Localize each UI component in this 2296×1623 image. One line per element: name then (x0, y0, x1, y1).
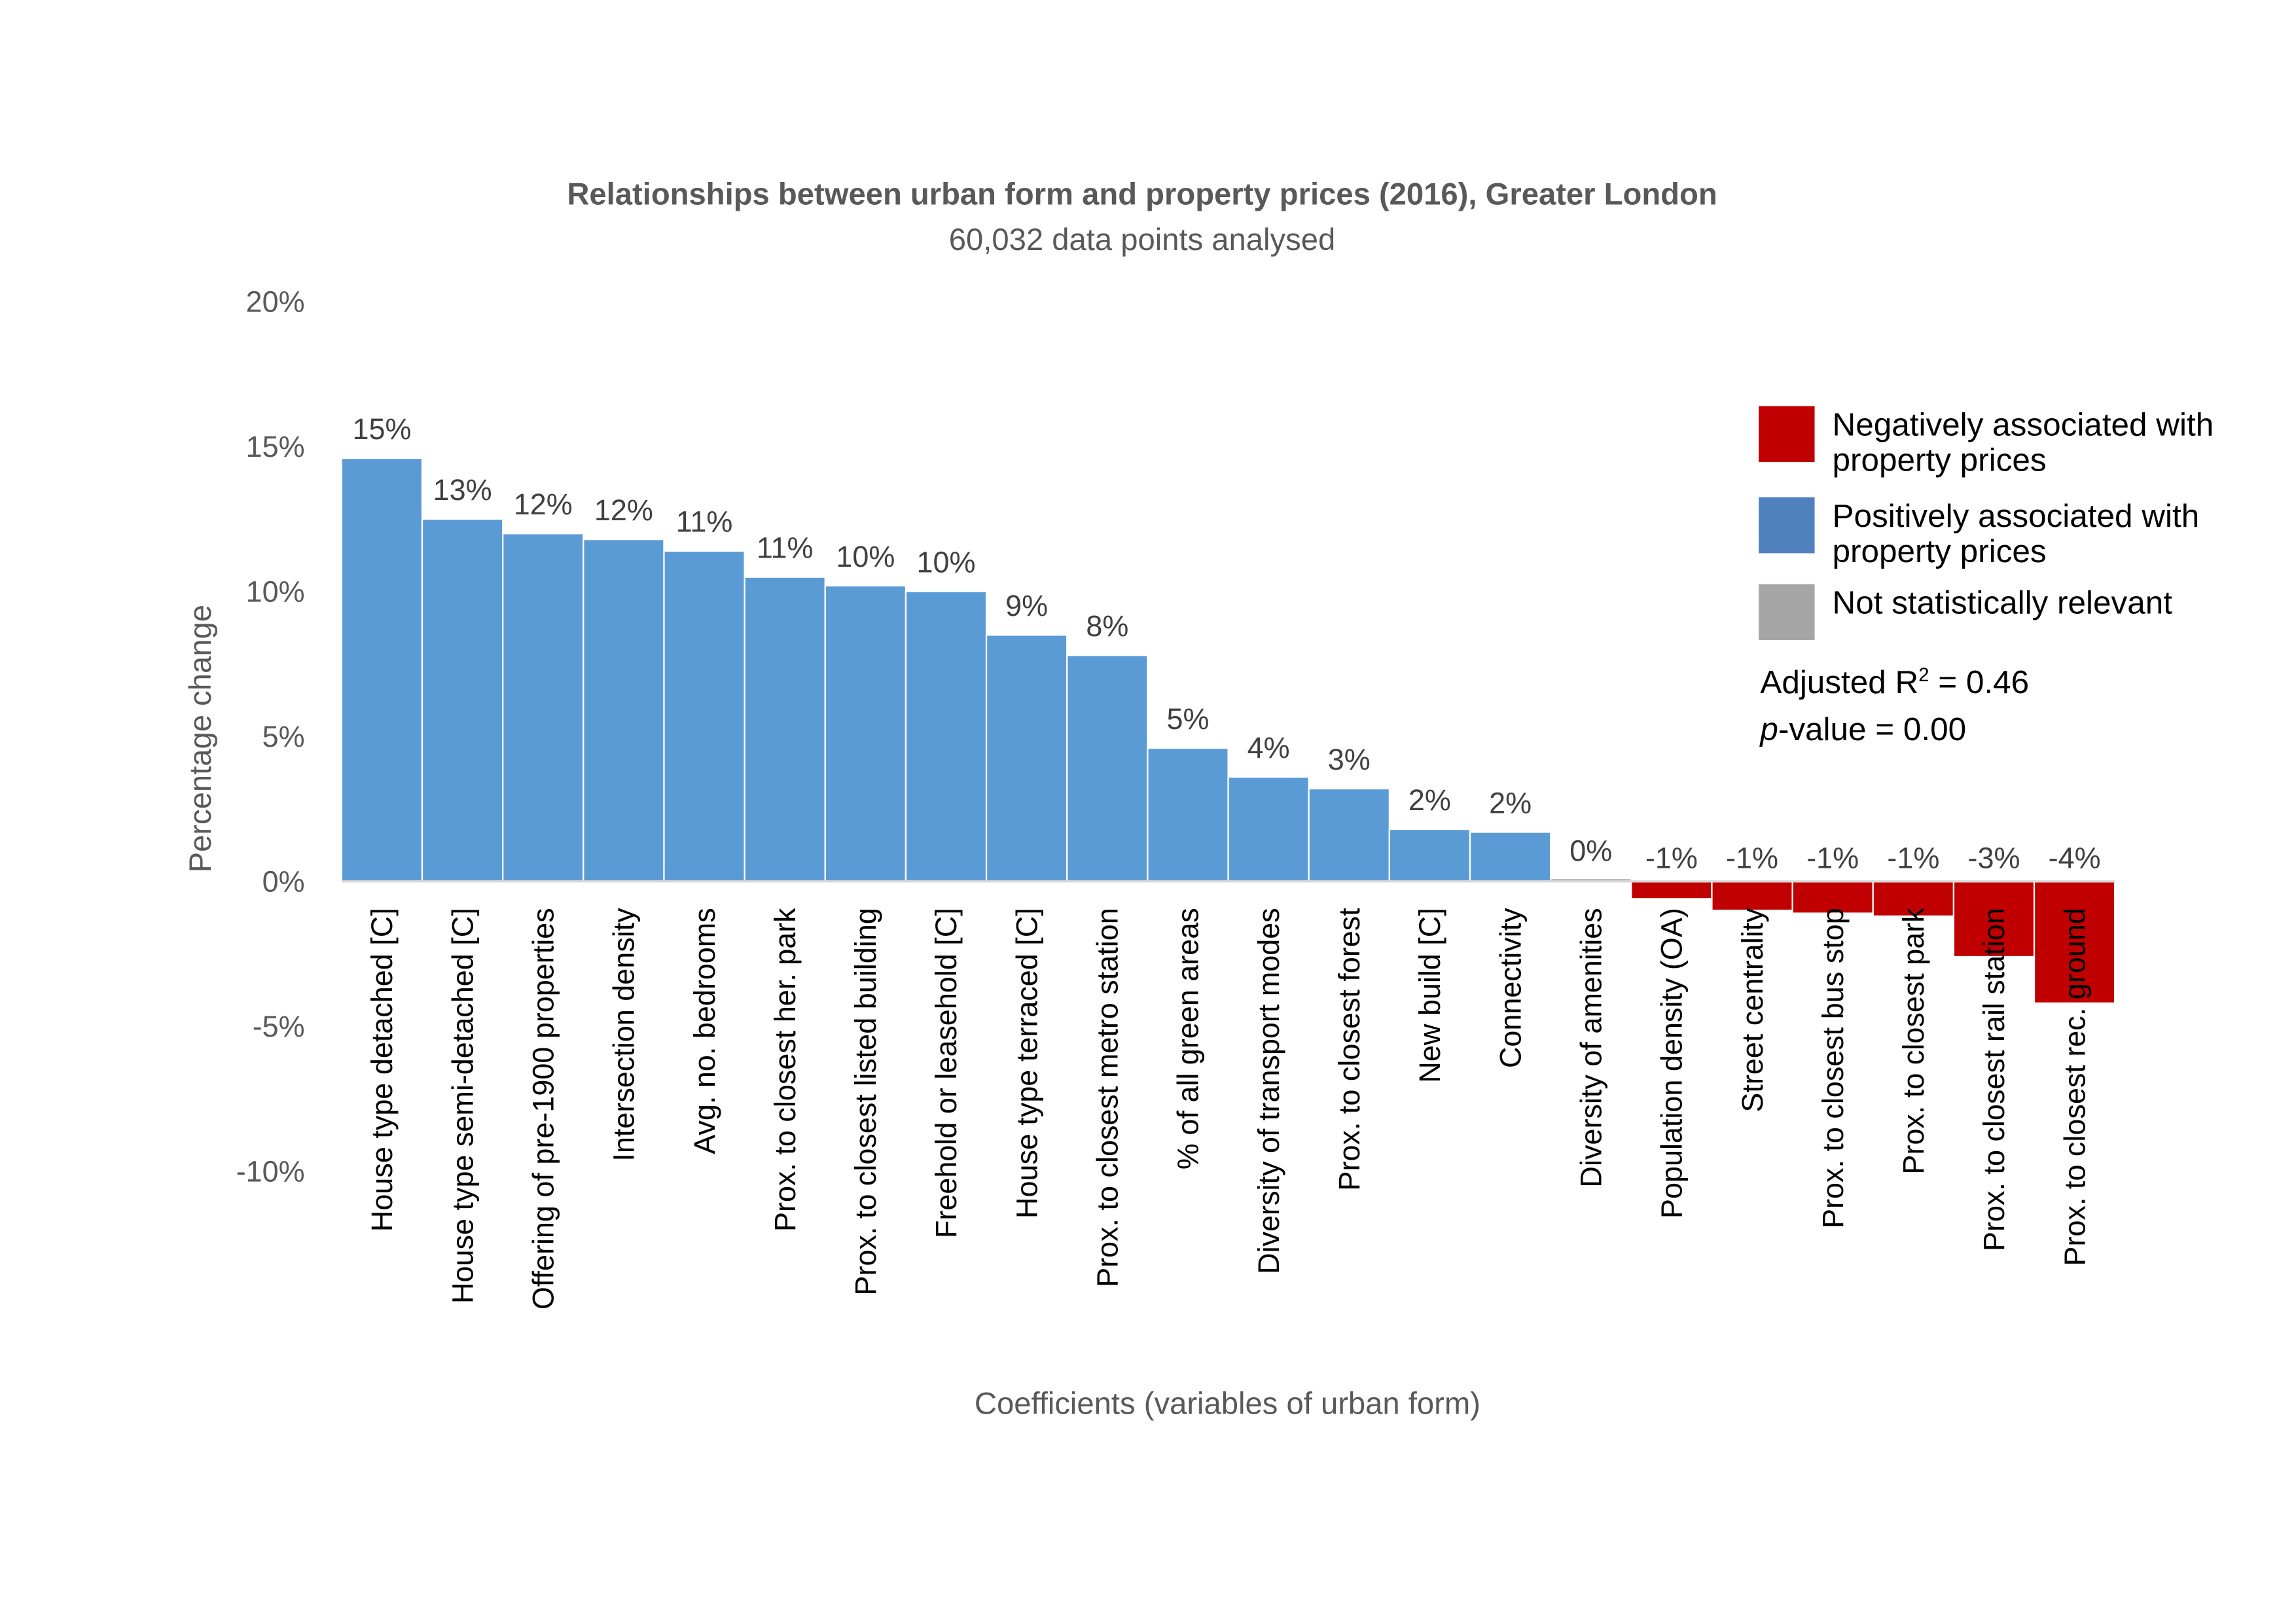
adjusted-r2: Adjusted R2 = 0.46 (1760, 664, 2029, 700)
data-label: 2% (1489, 786, 1532, 819)
bars (340, 457, 2116, 1004)
data-label: 8% (1086, 609, 1128, 643)
bar (824, 584, 907, 882)
bar (985, 634, 1068, 882)
bar (421, 518, 504, 882)
data-label: -4% (2049, 842, 2101, 875)
category-label: House type detached [C] (365, 908, 399, 1232)
data-label: 12% (594, 493, 653, 527)
data-label: -1% (1726, 842, 1778, 875)
bar (1630, 880, 1713, 900)
bar (1711, 880, 1793, 912)
legend-label: Negatively associated with (1833, 407, 2214, 443)
y-axis-ticks: 20% 15% 10% 5% 0% -5% -10% (236, 285, 305, 1188)
legend-label: Positively associated with (1833, 498, 2200, 534)
data-label: 12% (514, 488, 573, 521)
y-axis-label: Percentage change (183, 605, 218, 872)
bar (1388, 828, 1471, 882)
category-label: Connectivity (1494, 908, 1527, 1068)
category-label: Diversity of amenities (1574, 908, 1607, 1187)
data-label: -1% (1806, 842, 1859, 875)
data-label: 15% (352, 412, 411, 446)
category-label: Avg. no. bedrooms (688, 908, 721, 1154)
bar (663, 550, 745, 882)
category-label: Prox. to closest park (1897, 908, 1930, 1175)
category-label: House type terraced [C] (1010, 908, 1043, 1219)
category-label: Intersection density (607, 908, 641, 1162)
category-label: Offering of pre-1900 properties (526, 908, 560, 1310)
data-label: 5% (1166, 702, 1209, 736)
legend-swatch (1759, 497, 1815, 554)
data-label: 4% (1247, 731, 1290, 764)
legend-label: Not statistically relevant (1833, 585, 2173, 621)
x-axis-label: Coefficients (variables of urban form) (975, 1387, 1480, 1421)
data-label: 2% (1408, 783, 1451, 817)
category-label: Prox. to closest listed building (849, 908, 882, 1295)
category-label: Prox. to closest rail station (1977, 908, 2011, 1251)
y-tick-label: 0% (262, 865, 305, 899)
bar (340, 457, 423, 882)
y-tick-label: 5% (262, 720, 305, 753)
category-label: Prox. to closest her. park (768, 908, 802, 1232)
category-label: Diversity of transport modes (1252, 908, 1285, 1274)
legend-swatch (1759, 584, 1815, 641)
p-value: p-value = 0.00 (1759, 711, 1966, 747)
bar (1147, 747, 1229, 882)
category-label: New build [C] (1413, 908, 1446, 1082)
bar (2033, 880, 2116, 1004)
y-tick-label: 20% (246, 285, 305, 319)
data-label: 13% (433, 473, 492, 507)
data-label: -1% (1887, 842, 1939, 875)
data-labels: 15% 13% 12% 12% 11% 11% 10% 10% 9% 8% 5% 4% 3% 2% 2% 0%… (352, 412, 2100, 875)
data-label: 10% (917, 546, 976, 579)
legend-swatch (1759, 406, 1815, 463)
bar (1066, 654, 1149, 882)
category-label: Prox. to closest forest (1333, 908, 1366, 1191)
legend-label: property prices (1833, 442, 2047, 478)
category-label: Prox. to closest rec. ground (2058, 908, 2091, 1266)
y-tick-label: -10% (236, 1154, 305, 1188)
y-tick-label: 10% (246, 575, 305, 609)
data-label: -3% (1968, 842, 2020, 875)
data-label: -1% (1645, 842, 1698, 875)
bar (744, 576, 826, 882)
chart-subtitle: 60,032 data points analysed (949, 223, 1336, 257)
bar (1227, 776, 1310, 882)
data-label: 11% (676, 505, 733, 539)
category-labels: House type detached [C] House type semi-d… (365, 908, 2091, 1310)
y-tick-label: 15% (246, 430, 305, 463)
chart-title: Relationships between urban form and pro… (567, 177, 1717, 212)
bar (1469, 831, 1552, 882)
bar (502, 533, 584, 882)
category-label: Street centrality (1736, 908, 1769, 1113)
category-label: House type semi-detached [C] (446, 908, 479, 1304)
data-label: 10% (836, 540, 895, 573)
data-label: 3% (1328, 743, 1371, 776)
legend-label: property prices (1833, 533, 2047, 569)
data-label: 9% (1005, 589, 1048, 622)
category-label: % of all green areas (1172, 908, 1205, 1169)
bar (583, 539, 665, 882)
y-tick-label: -5% (253, 1010, 305, 1043)
data-label: 0% (1570, 834, 1612, 867)
category-label: Prox. to closest metro station (1091, 908, 1124, 1287)
bar (1308, 787, 1390, 882)
category-label: Freehold or leasehold [C] (929, 908, 963, 1238)
category-label: Prox. to closest bus stop (1816, 908, 1850, 1228)
bar (905, 590, 988, 882)
data-label: 11% (757, 531, 814, 564)
category-label: Population density (OA) (1655, 908, 1689, 1219)
legend-item: Not statistically relevant (1759, 584, 2173, 641)
